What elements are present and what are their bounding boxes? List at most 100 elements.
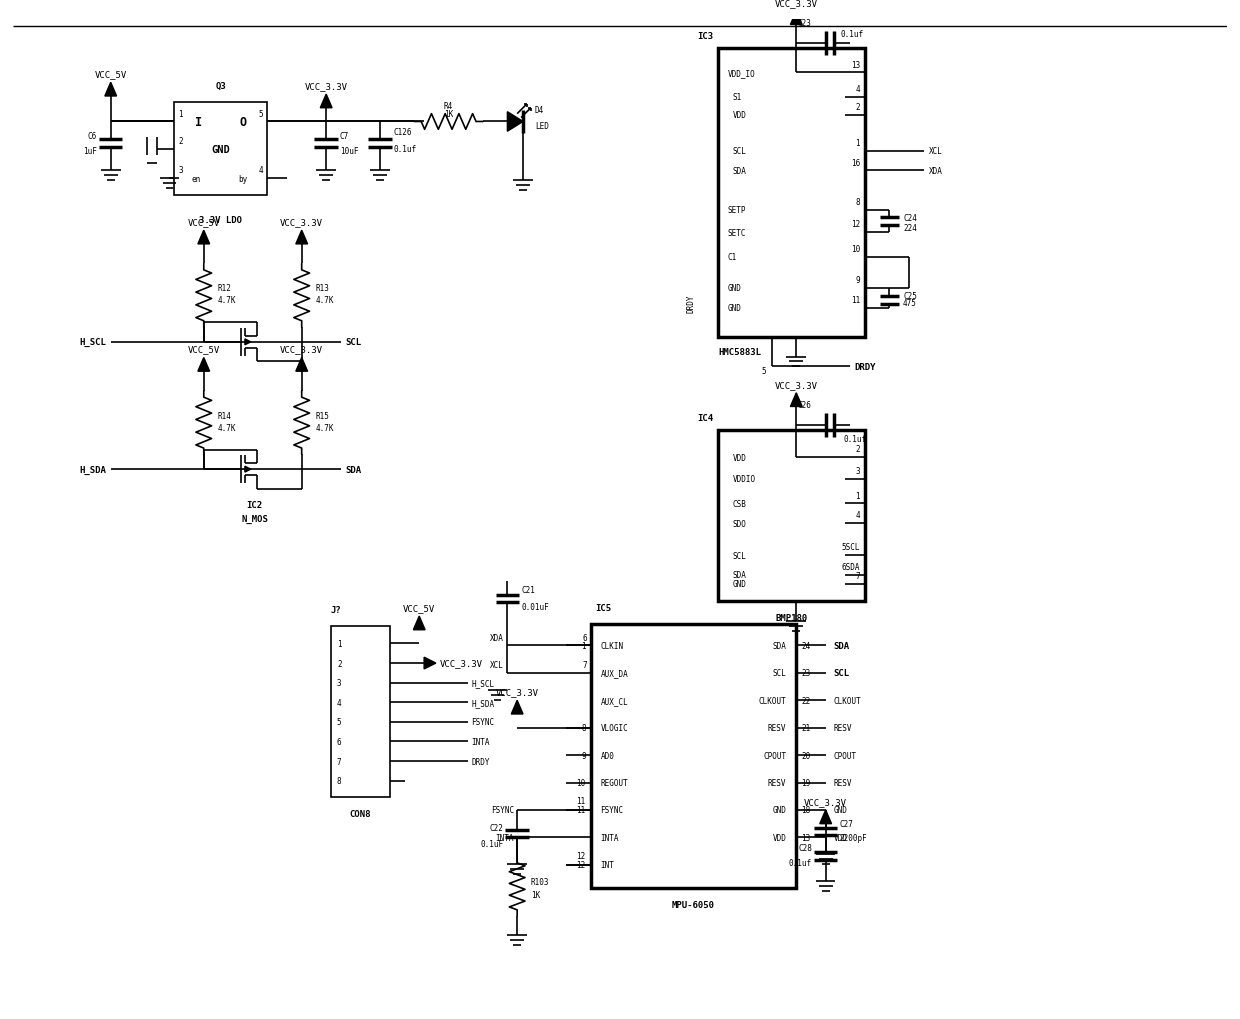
Text: SDA: SDA (733, 571, 746, 580)
Text: 7: 7 (582, 660, 587, 669)
Text: H_SDA: H_SDA (79, 465, 105, 474)
Text: by: by (238, 174, 248, 183)
Text: H_SCL: H_SCL (79, 338, 105, 347)
Polygon shape (511, 701, 523, 714)
Text: VDD_IO: VDD_IO (728, 69, 755, 77)
Bar (590, 625, 796, 889)
Text: I: I (195, 116, 202, 128)
Text: C26: C26 (797, 401, 811, 410)
Text: VCC_3.3V: VCC_3.3V (805, 797, 847, 806)
Text: VCC_5V: VCC_5V (187, 345, 219, 355)
Text: VCC_5V: VCC_5V (94, 70, 126, 79)
Text: R103: R103 (531, 877, 549, 887)
Text: 18: 18 (801, 806, 811, 814)
Text: XCL: XCL (929, 147, 942, 156)
Text: BMP180: BMP180 (775, 613, 807, 623)
Text: H_SCL: H_SCL (471, 679, 495, 688)
Text: 24: 24 (801, 641, 811, 650)
Polygon shape (790, 12, 802, 25)
Polygon shape (198, 231, 210, 245)
Text: 4.7K: 4.7K (315, 423, 334, 432)
Text: en: en (191, 174, 201, 183)
Text: REGOUT: REGOUT (600, 779, 629, 788)
Text: SCL: SCL (733, 551, 746, 560)
Bar (718, 49, 864, 337)
Text: CPOUT: CPOUT (833, 751, 857, 760)
Text: 10: 10 (851, 245, 861, 254)
Text: XDA: XDA (929, 167, 942, 175)
Text: 1: 1 (582, 641, 585, 650)
Text: C24: C24 (903, 214, 916, 223)
Text: RESV: RESV (768, 723, 786, 733)
Text: INTA: INTA (471, 737, 490, 746)
Text: GND: GND (833, 806, 847, 814)
Text: 0.01uF: 0.01uF (521, 602, 549, 611)
Text: AUX_CL: AUX_CL (600, 696, 629, 705)
Text: HMC5883L: HMC5883L (718, 347, 761, 357)
Text: 12: 12 (577, 860, 585, 869)
Text: 0.1uf: 0.1uf (394, 146, 417, 154)
Text: 3: 3 (337, 679, 341, 688)
Text: C6: C6 (88, 131, 97, 141)
Text: 3: 3 (179, 166, 184, 175)
Text: 16: 16 (851, 158, 861, 167)
Text: 3.3V LDO: 3.3V LDO (198, 215, 242, 224)
Text: VDD: VDD (733, 111, 746, 120)
Text: XCL: XCL (490, 660, 503, 669)
Text: FSYNC: FSYNC (491, 806, 515, 814)
Text: 2: 2 (856, 445, 861, 454)
Text: GND: GND (211, 145, 229, 155)
Text: CPOUT: CPOUT (764, 751, 786, 760)
Text: 2: 2 (337, 659, 341, 667)
Text: VDD: VDD (733, 453, 746, 463)
Text: VLOGIC: VLOGIC (600, 723, 629, 733)
Text: 4: 4 (259, 166, 264, 175)
Text: SETC: SETC (728, 228, 746, 237)
Text: C1: C1 (728, 253, 737, 262)
Polygon shape (820, 810, 832, 824)
Text: 11: 11 (851, 296, 861, 305)
Text: RESV: RESV (833, 779, 852, 788)
Bar (175, 103, 268, 196)
Polygon shape (424, 657, 436, 669)
Text: VCC_5V: VCC_5V (403, 603, 435, 612)
Text: 10uF: 10uF (340, 147, 358, 156)
Text: DRDY: DRDY (471, 757, 490, 765)
Text: VCC_3.3V: VCC_3.3V (305, 83, 347, 91)
Polygon shape (790, 393, 802, 407)
Text: SDA: SDA (733, 167, 746, 175)
Text: C7: C7 (340, 131, 350, 141)
Text: 7: 7 (337, 757, 341, 765)
Text: GND: GND (728, 284, 742, 293)
Text: D4: D4 (534, 106, 544, 115)
Text: CLKOUT: CLKOUT (759, 696, 786, 705)
Text: 11: 11 (577, 806, 585, 814)
Text: SDO: SDO (733, 519, 746, 528)
Polygon shape (320, 95, 332, 109)
Text: XDA: XDA (490, 633, 503, 642)
Text: DRDY: DRDY (854, 363, 875, 372)
Text: VCC_3.3V: VCC_3.3V (775, 380, 818, 389)
Text: 475: 475 (903, 299, 916, 308)
Text: INTA: INTA (496, 834, 515, 842)
Text: C25: C25 (903, 292, 916, 301)
Text: 1uF: 1uF (83, 147, 97, 156)
Text: INT: INT (600, 860, 614, 869)
Text: 13: 13 (801, 834, 811, 842)
Polygon shape (105, 84, 117, 97)
Text: LED: LED (534, 121, 548, 130)
Text: GND: GND (733, 580, 746, 589)
Text: 0.1uf: 0.1uf (843, 435, 867, 444)
Text: VCC_3.3V: VCC_3.3V (280, 218, 324, 227)
Text: 21: 21 (801, 723, 811, 733)
Text: GND: GND (773, 806, 786, 814)
Text: GND: GND (728, 304, 742, 313)
Text: 3: 3 (856, 467, 861, 476)
Text: R4: R4 (444, 102, 454, 111)
Text: 5: 5 (761, 367, 766, 375)
Text: SDA: SDA (346, 466, 362, 474)
Text: AUX_DA: AUX_DA (600, 668, 629, 678)
Text: 12: 12 (851, 220, 861, 229)
Text: SDA: SDA (773, 641, 786, 650)
Text: C28: C28 (799, 843, 812, 852)
